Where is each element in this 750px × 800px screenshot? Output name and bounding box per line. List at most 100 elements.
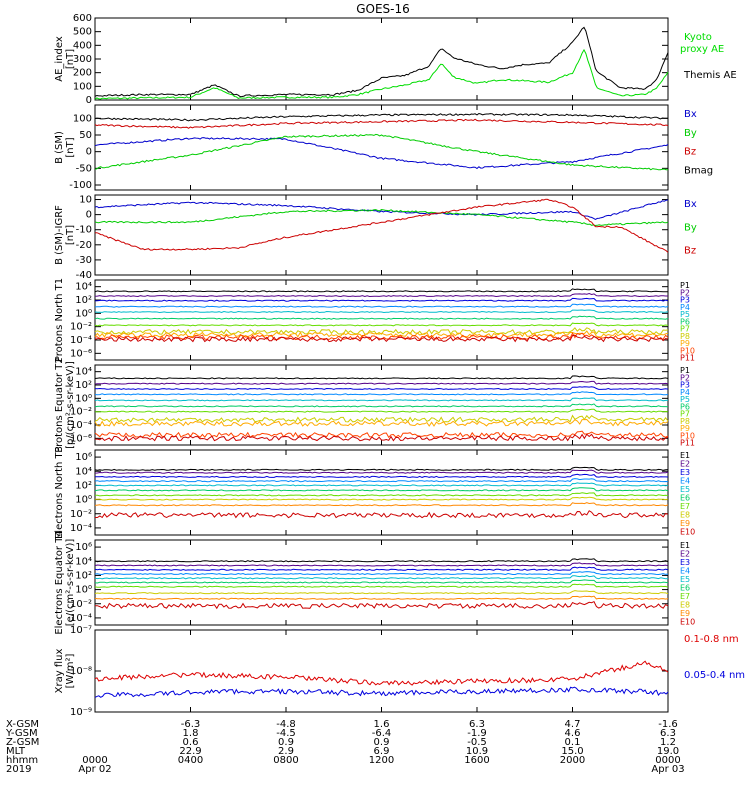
y-axis-unit: [W/m²] <box>65 653 76 688</box>
legend-label: P5 <box>680 395 690 404</box>
legend-label: E3 <box>680 558 690 567</box>
y-tick-label: -40 <box>76 270 92 281</box>
y-tick-label: 200 <box>73 68 92 79</box>
panel-8: Xray flux [W/m²] 10⁻⁷ 10⁻⁸ 10⁻⁹ 0.1-0.8 nm 0.0… <box>54 625 745 718</box>
series-line <box>95 496 669 501</box>
plot-title: GOES-16 <box>356 2 410 16</box>
x-tick-label: 1200 <box>369 755 394 766</box>
y-tick-label: 10⁴ <box>75 556 92 567</box>
legend-label: Bz <box>684 147 696 158</box>
y-tick-label: -30 <box>76 255 92 266</box>
series-line <box>94 414 669 423</box>
legend-label: By <box>684 222 697 233</box>
y-tick-label: 10⁻⁴ <box>70 420 92 431</box>
y-tick-label: 10⁴ <box>75 367 92 378</box>
y-tick-label: 300 <box>73 54 92 65</box>
legend-label: E10 <box>680 618 695 627</box>
legend-label: E5 <box>680 485 690 494</box>
series-line <box>94 571 669 576</box>
series-line <box>94 686 669 698</box>
ephemeris-value: 0.1 <box>565 737 581 748</box>
series-line <box>94 26 669 98</box>
series-line <box>94 297 669 302</box>
series-line <box>94 303 669 308</box>
legend-label: E8 <box>680 511 690 520</box>
series-line <box>94 112 668 122</box>
series-line <box>95 510 669 519</box>
y-tick-label: 10⁰ <box>75 393 92 404</box>
series-line <box>94 309 669 314</box>
y-tick-label: 10² <box>75 295 92 306</box>
legend-label: E10 <box>680 528 695 537</box>
series-line <box>94 473 669 478</box>
series-line <box>94 48 669 100</box>
ephemeris-value: 0.9 <box>278 737 294 748</box>
panels: AE_index [nT]0100200300400500600Kyotoprox… <box>54 13 745 718</box>
series-line <box>95 433 669 442</box>
legend-label: E4 <box>680 477 690 486</box>
y-tick-label: 10² <box>75 380 92 391</box>
panel-frame <box>94 17 669 101</box>
y-tick-label: 400 <box>73 40 92 51</box>
panel-4: Protons North T1 10⁴10²10⁰10⁻²10⁻⁴10⁻⁶P1P… <box>54 278 695 363</box>
series-line <box>94 600 669 610</box>
legend-label: E1 <box>680 451 690 460</box>
legend-label: P5 <box>680 310 690 319</box>
legend-label: E7 <box>680 592 690 601</box>
legend-label: P8 <box>680 417 690 426</box>
series-line <box>94 397 669 402</box>
y-tick-label: 10⁴ <box>75 466 92 477</box>
legend-label: E5 <box>680 575 690 584</box>
y-axis-label: Electrons Equator T4 <box>54 530 65 634</box>
x-tick-label: 0000 <box>82 755 107 766</box>
y-tick-label: 100 <box>73 81 92 92</box>
y-axis-label: Electrons North T3 <box>54 446 65 539</box>
ephemeris-value: 22.9 <box>179 746 201 757</box>
y-tick-label: 10⁴ <box>75 282 92 293</box>
series-line <box>95 332 669 341</box>
legend-label: proxy AE <box>680 44 724 55</box>
y-tick-label: 10⁻⁹ <box>70 707 92 718</box>
ephemeris-value: 1.6 <box>374 719 390 730</box>
y-tick-label: 10⁻² <box>70 407 92 418</box>
y-tick-label: -10 <box>76 225 92 236</box>
y-tick-label: 10⁻⁶ <box>70 348 92 359</box>
series-line <box>94 502 669 507</box>
y-tick-label: 0 <box>86 147 92 158</box>
series-line <box>94 288 668 293</box>
y-tick-label: 100 <box>73 113 92 124</box>
y-tick-label: 10 <box>79 195 92 206</box>
series-line <box>94 478 669 483</box>
panel-7: Electrons Equator T4 [e/(cm²-s-sr-keV)] 10… <box>54 530 695 634</box>
y-axis-unit: [nT] <box>65 49 76 69</box>
legend-label: P7 <box>680 325 690 334</box>
legend-label: P7 <box>680 410 690 419</box>
legend-label: Bmag <box>684 165 713 176</box>
series-line <box>94 391 669 396</box>
ephemeris-row-label: Y-GSM <box>5 728 38 739</box>
series-line <box>94 315 669 320</box>
legend-label: E9 <box>680 519 690 528</box>
series-line <box>94 133 669 171</box>
y-tick-label: 10⁻⁸ <box>70 666 92 677</box>
panel-2: B (SM) [nT] -100 -50 0 50 100 Bx By Bz Bmag <box>54 104 713 191</box>
ephemeris-value: 0.9 <box>374 737 390 748</box>
series-line <box>94 322 669 327</box>
ephemeris-row-label: Z-GSM <box>6 737 39 748</box>
y-tick-label: 0 <box>86 210 92 221</box>
series-line <box>94 137 669 170</box>
y-tick-label: 10⁶ <box>75 542 92 553</box>
y-tick-label: 10⁻⁷ <box>70 625 92 636</box>
series-line <box>94 418 669 427</box>
ephemeris-value: -1.6 <box>658 719 678 730</box>
y-tick-label: 10⁻² <box>70 322 92 333</box>
ephemeris-value: 0.6 <box>183 737 199 748</box>
year-label: 2019 <box>6 764 31 775</box>
y-axis-unit: [e/(cm²-s-sr-keV)] <box>65 539 76 627</box>
y-tick-label: 10⁻⁴ <box>70 523 92 534</box>
ephemeris-value: 6.3 <box>469 719 485 730</box>
x-tick-label: 0800 <box>273 755 298 766</box>
legend-label: P11 <box>680 439 695 448</box>
y-tick-label: 10⁶ <box>75 452 92 463</box>
ephemeris-row-label: MLT <box>6 746 26 757</box>
